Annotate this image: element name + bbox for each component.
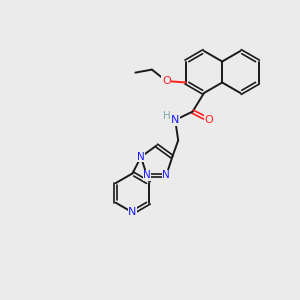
Text: H: H	[163, 110, 171, 121]
Text: N: N	[171, 115, 179, 125]
Text: N: N	[162, 170, 170, 180]
Text: O: O	[162, 76, 171, 86]
Text: N: N	[137, 152, 145, 162]
Text: N: N	[128, 207, 137, 218]
Text: N: N	[143, 170, 151, 180]
Text: O: O	[205, 115, 214, 125]
